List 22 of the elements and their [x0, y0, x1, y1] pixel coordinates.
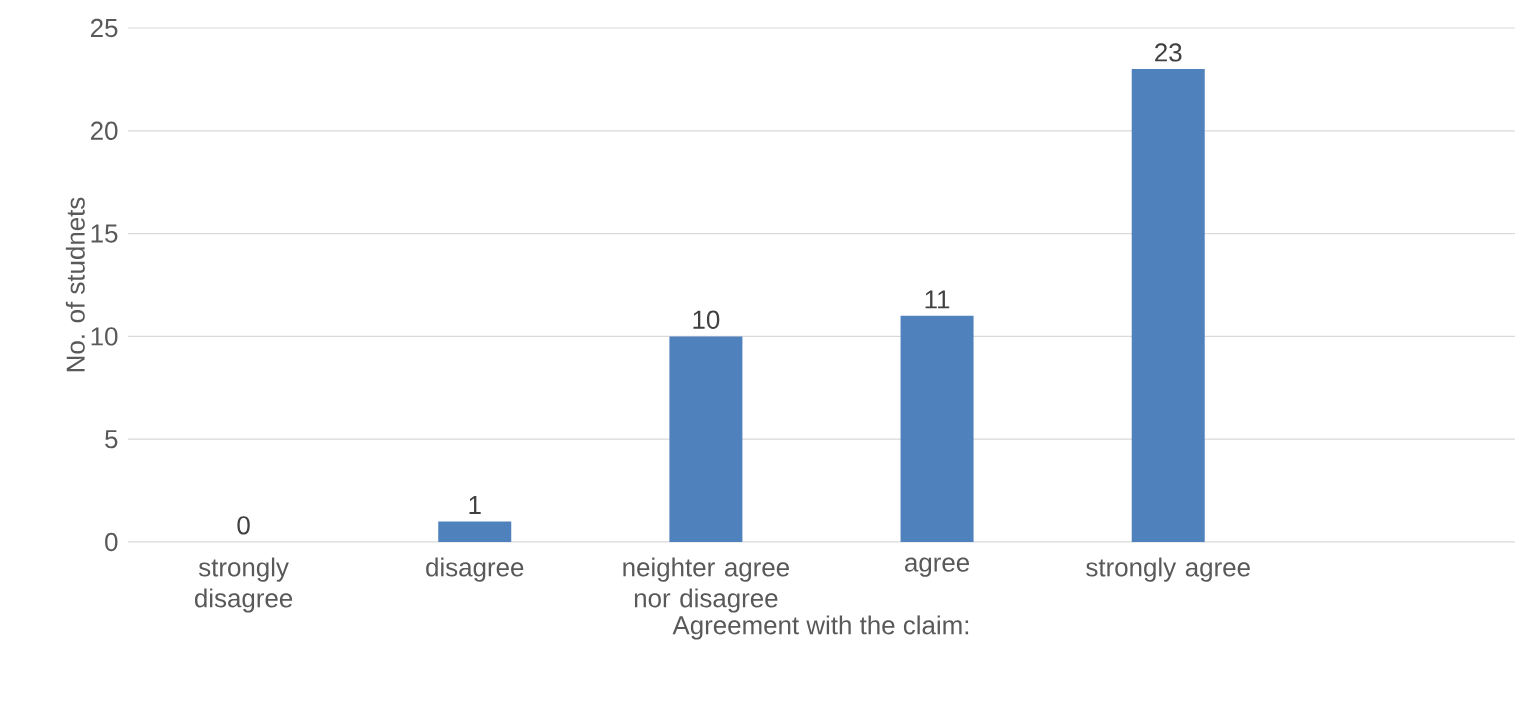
x-tick-label: neighter agree nor disagree	[623, 557, 789, 613]
y-tick-label: 0	[105, 532, 118, 552]
y-tick-label: 20	[90, 121, 118, 140]
y-axis-title: No. of studnets	[65, 197, 85, 372]
y-tick-label: 5	[105, 430, 118, 449]
x-tick-label: strongly disagree	[194, 557, 293, 613]
x-axis-title: Agreement with the claim:	[672, 615, 969, 640]
x-tick-label: agree	[905, 557, 970, 577]
bar	[900, 315, 974, 542]
data-label: 10	[693, 310, 720, 329]
data-label: 0	[237, 516, 250, 535]
x-tick-label: strongly agree	[1086, 557, 1250, 582]
bar	[438, 521, 512, 542]
data-label: 23	[1155, 43, 1182, 62]
x-tick-label: disagree	[426, 557, 524, 582]
bar	[1131, 69, 1205, 542]
y-tick-label: 15	[91, 224, 118, 243]
y-tick-label: 10	[91, 327, 118, 346]
data-label: 1	[469, 496, 481, 514]
y-tick-label: 25	[90, 18, 118, 38]
bar	[669, 336, 743, 542]
data-label: 11	[925, 290, 950, 309]
